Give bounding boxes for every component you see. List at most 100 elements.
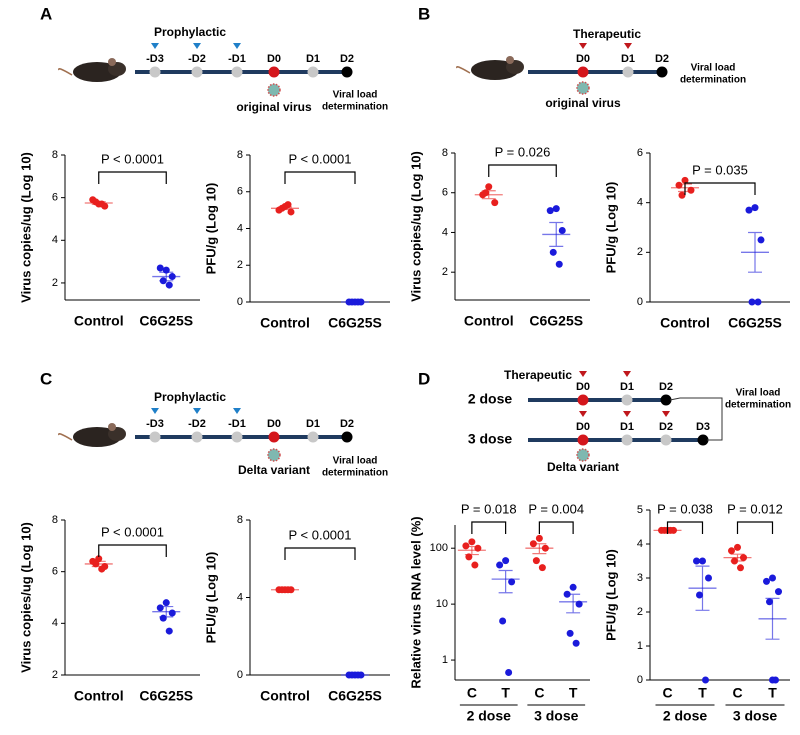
bracket: [98, 171, 167, 184]
point: [745, 206, 753, 214]
x-tick-label: C6G25S: [328, 688, 382, 704]
point: [165, 281, 173, 289]
dose-marker: [233, 408, 241, 414]
y-tick-label: 0: [637, 674, 643, 686]
error-bar: [498, 569, 513, 594]
point: [502, 557, 510, 565]
point: [569, 583, 577, 591]
point: [754, 298, 762, 306]
y-tick-label: 4: [637, 538, 643, 550]
x-tick-label: T: [698, 685, 707, 701]
day-dot: [622, 66, 634, 78]
y-tick-label: 8: [52, 149, 58, 161]
error-bar: [566, 593, 581, 614]
point: [696, 591, 703, 599]
regimen-label: Prophylactic: [154, 25, 226, 39]
day-label: D0: [576, 53, 590, 65]
dose-marker: [624, 43, 632, 49]
day-dot: [307, 66, 319, 78]
mouse-tail: [456, 66, 471, 74]
error-bar: [748, 231, 762, 273]
point: [572, 639, 580, 647]
dose-marker: [233, 43, 241, 49]
x-tick-label: Control: [464, 313, 514, 329]
group-label: 3 dose: [534, 708, 579, 724]
error-bar: [159, 271, 174, 282]
bracket: [736, 521, 774, 534]
x-tick-label: C6G25S: [529, 313, 583, 329]
day-dot: [341, 431, 353, 443]
point: [769, 676, 776, 684]
regimen-label: Therapeutic: [504, 368, 572, 382]
point: [535, 534, 543, 542]
point: [168, 609, 176, 617]
point: [693, 557, 700, 565]
day-dot: [577, 434, 589, 446]
day-label: D1: [620, 421, 634, 433]
y-tick-label: 8: [52, 514, 58, 526]
note: determination: [322, 468, 388, 479]
x-tick-label: C6G25S: [328, 315, 382, 331]
day-label: D2: [340, 418, 354, 430]
day-label: -D3: [146, 53, 164, 65]
virus-label: Delta variant: [238, 463, 310, 477]
note: Viral load: [333, 90, 378, 101]
panel-letter: C: [40, 369, 52, 388]
error-bar: [695, 565, 710, 611]
p-value: P < 0.0001: [288, 151, 351, 166]
point: [748, 298, 756, 306]
dose-marker: [151, 408, 159, 414]
y-tick-label: 8: [237, 149, 243, 161]
point: [769, 574, 776, 582]
y-tick-label: 0: [237, 296, 243, 308]
error-bar: [91, 201, 106, 205]
connector: [669, 397, 723, 441]
point: [766, 598, 773, 606]
point: [505, 668, 513, 676]
y-axis-label: PFU/g (Log 10): [603, 182, 618, 274]
group-label: 2 dose: [663, 708, 708, 724]
panel-letter: D: [418, 369, 430, 388]
bracket: [488, 164, 557, 177]
note: determination: [680, 75, 746, 86]
x-tick-label: T: [569, 685, 578, 701]
dose-marker: [662, 411, 670, 417]
y-tick-label: 4: [637, 197, 643, 209]
dose-marker: [193, 43, 201, 49]
point: [508, 578, 516, 586]
point: [284, 201, 292, 209]
x-tick-label: Control: [260, 688, 310, 704]
point: [566, 629, 574, 637]
group-label: 2 dose: [467, 708, 512, 724]
y-axis-label: PFU/g (Log 10): [203, 552, 218, 644]
x-tick-label: C6G25S: [728, 315, 782, 331]
day-dot: [231, 66, 243, 78]
y-tick-label: 1: [637, 640, 643, 652]
dose-marker: [193, 408, 201, 414]
day-label: -D1: [228, 418, 246, 430]
bracket: [684, 182, 756, 195]
dose-label: 3 dose: [468, 431, 513, 447]
point: [705, 574, 712, 582]
day-label: D2: [655, 53, 669, 65]
day-dot: [621, 394, 633, 406]
point: [162, 599, 170, 607]
y-tick-label: 2: [637, 246, 643, 258]
mouse-tail: [58, 68, 73, 76]
error-bar: [730, 553, 745, 562]
point: [468, 538, 476, 546]
point: [763, 577, 770, 585]
x-tick-label: C6G25S: [139, 313, 193, 329]
y-tick-label: 10: [436, 598, 448, 610]
y-tick-label: 2: [442, 266, 448, 278]
p-value: P < 0.0001: [101, 524, 164, 539]
dose-label: 2 dose: [468, 391, 513, 407]
y-tick-label: 6: [237, 186, 243, 198]
point: [775, 588, 782, 596]
y-tick-label: 3: [637, 572, 643, 584]
day-label: D0: [267, 418, 281, 430]
y-tick-label: 6: [637, 147, 643, 159]
virus-icon: [267, 448, 281, 462]
error-bar: [532, 543, 547, 555]
day-label: D0: [576, 381, 590, 393]
